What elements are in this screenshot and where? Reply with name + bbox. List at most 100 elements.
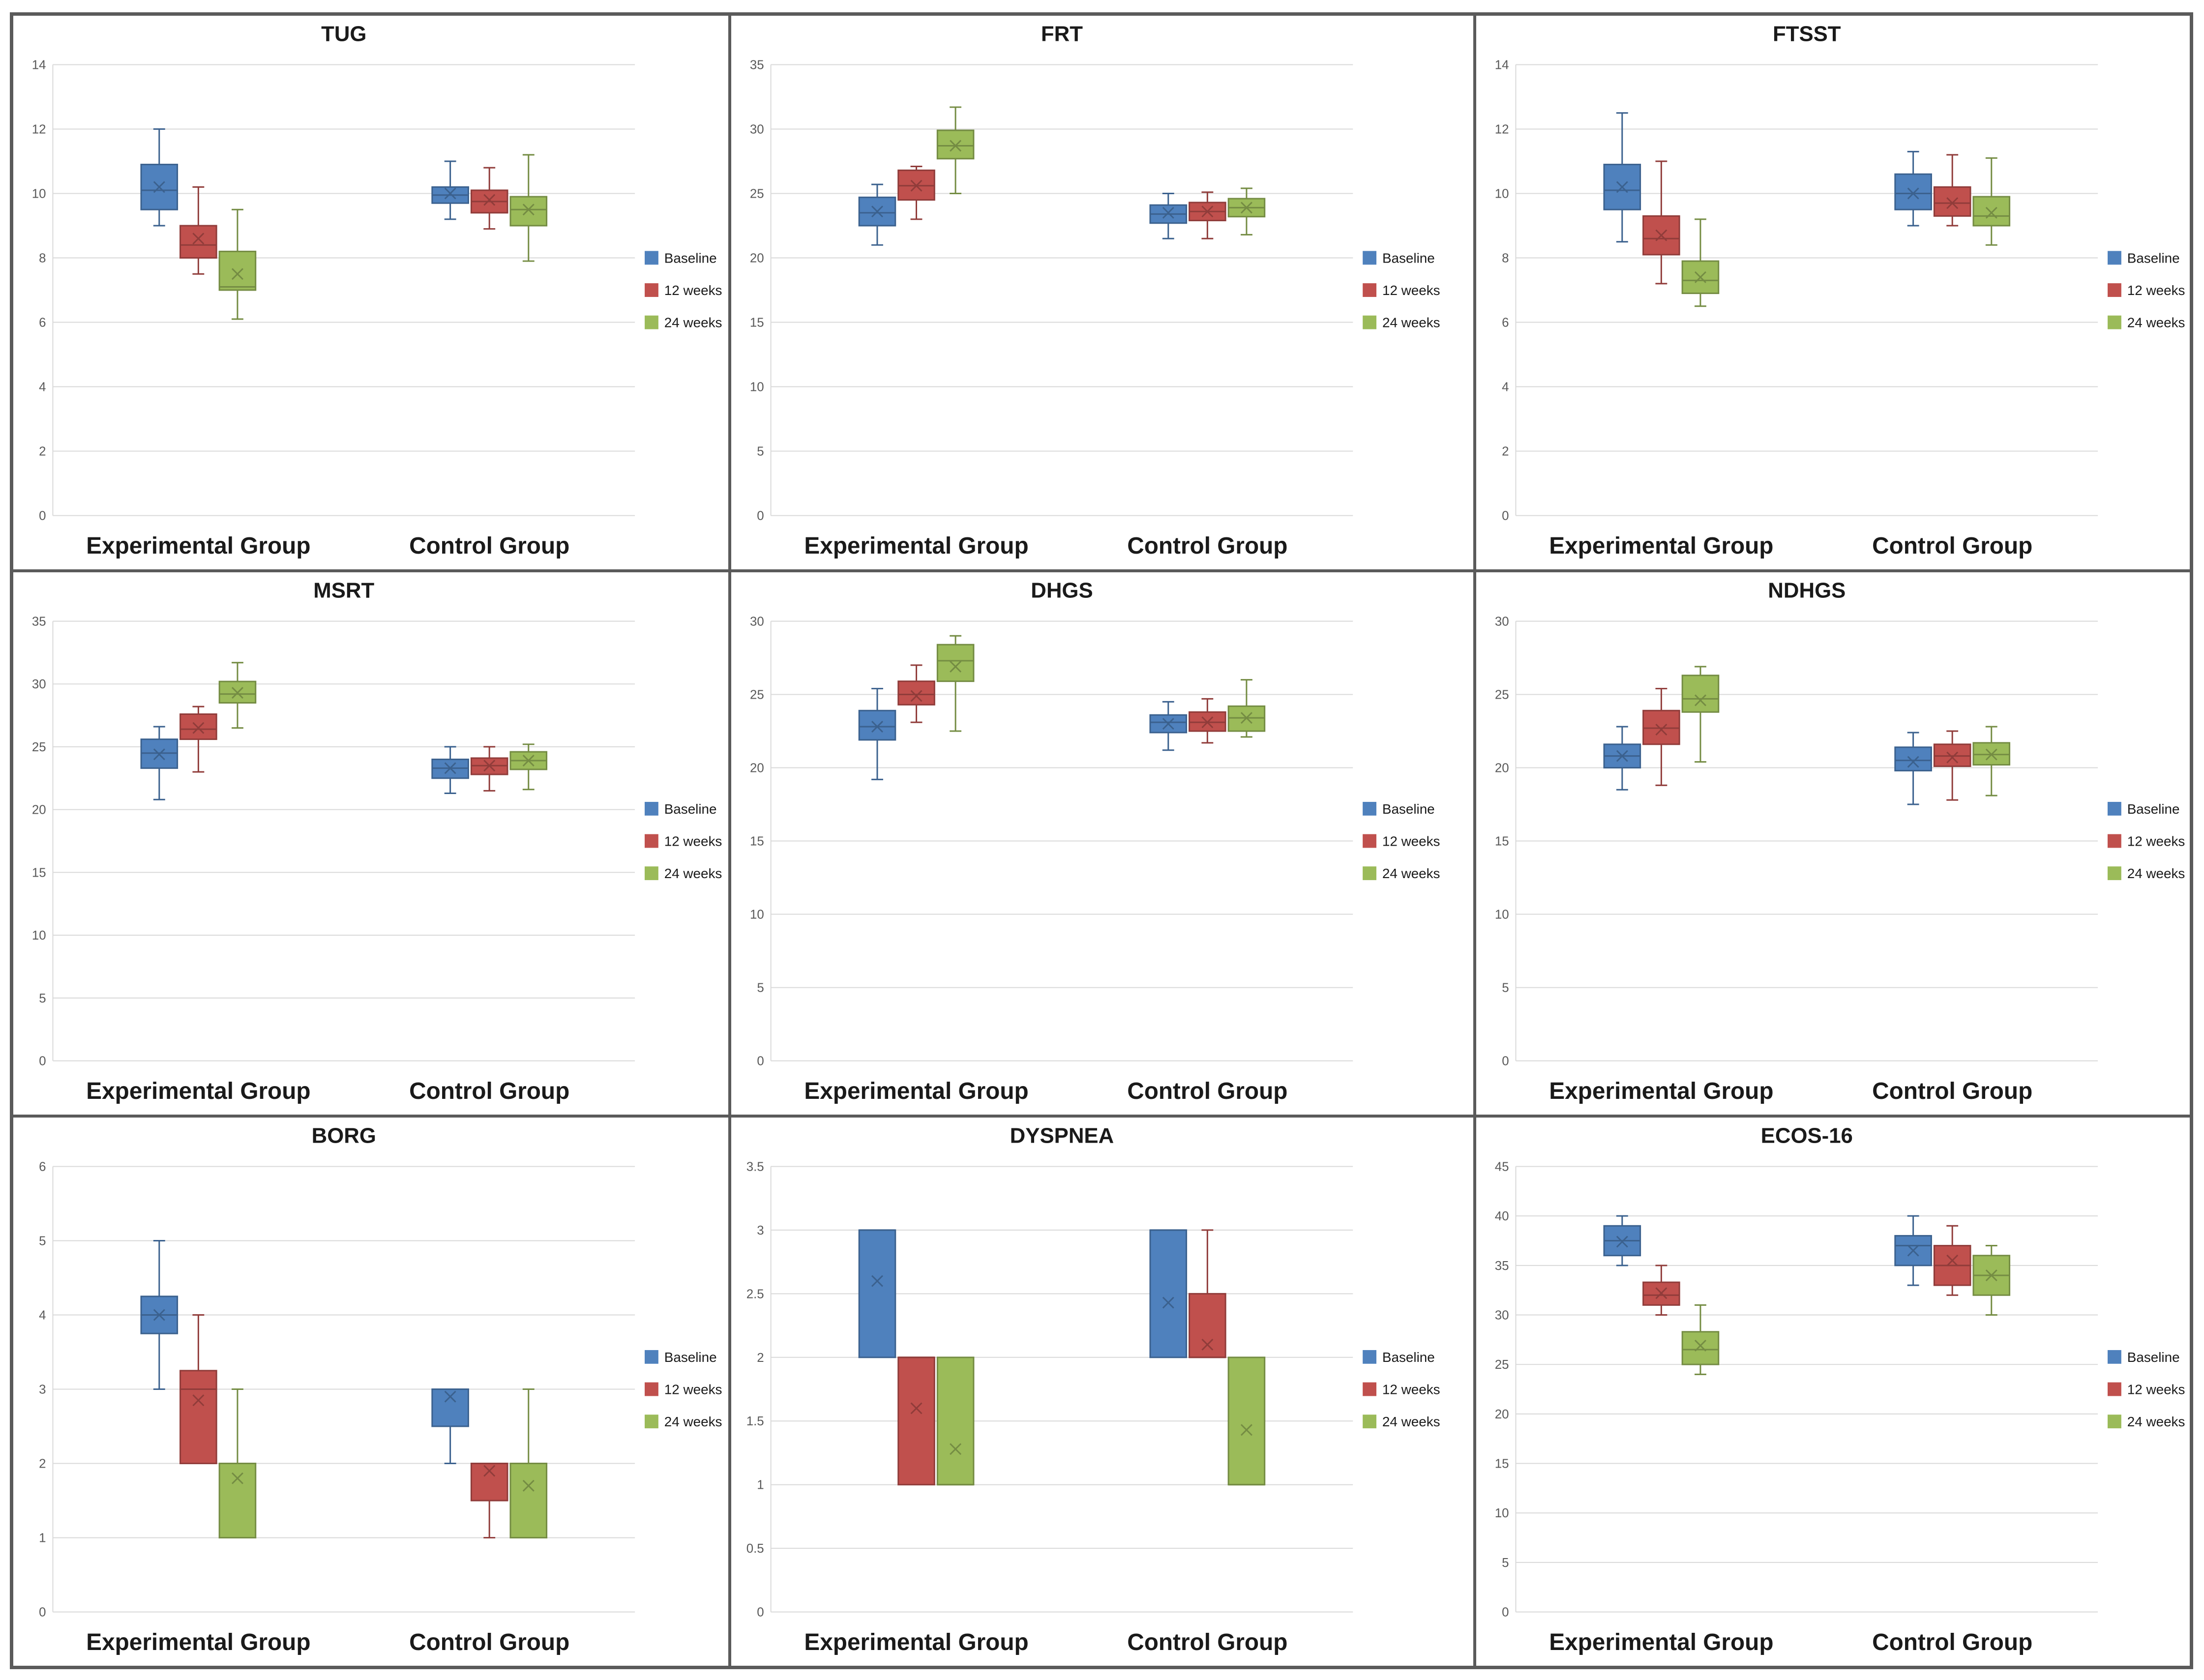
legend-swatch-baseline	[1363, 1350, 1376, 1364]
mean-marker-24-weeks-experimental-group	[1694, 271, 1706, 283]
y-tick-label: 20	[750, 761, 764, 775]
y-tick-label: 12	[1495, 122, 1509, 136]
legend-label-24-weeks: 24 weeks	[1382, 315, 1440, 330]
legend-swatch-24-weeks	[2107, 866, 2121, 881]
box-12-weeks-experimental-group	[179, 1370, 217, 1465]
legend-label-baseline: Baseline	[1382, 1350, 1435, 1365]
category-label-control-group: Control Group	[1872, 1629, 2032, 1655]
legend-label-12-weeks: 12 weeks	[1382, 283, 1440, 298]
mean-marker-24-weeks-control-group	[522, 204, 535, 216]
mean-marker-baseline-experimental-group	[1616, 1236, 1628, 1248]
chart-panel-msrt: MSRT 0 5 10 15 20 25 30 35 Experimental Group Cont…	[12, 571, 730, 1116]
mean-marker-baseline-control-group	[1162, 1297, 1174, 1309]
box-12-weeks-experimental-group	[179, 713, 217, 740]
legend-label-12-weeks: 12 weeks	[1382, 1382, 1440, 1397]
box-12-weeks-control-group	[1189, 1293, 1226, 1358]
box-baseline-experimental-group	[858, 709, 896, 741]
mean-marker-12-weeks-experimental-group	[910, 179, 923, 192]
legend-label-24-weeks: 24 weeks	[1382, 1414, 1440, 1429]
y-tick-label: 25	[32, 740, 46, 754]
y-tick-label: 6	[39, 316, 46, 329]
mean-marker-baseline-control-group	[444, 1390, 456, 1403]
category-label-control-group: Control Group	[409, 1629, 569, 1655]
category-label-experimental-group: Experimental Group	[1549, 533, 1773, 559]
box-12-weeks-experimental-group	[179, 225, 217, 259]
legend-swatch-12-weeks	[645, 283, 658, 297]
category-label-control-group: Control Group	[409, 533, 569, 559]
mean-marker-24-weeks-control-group	[1985, 1269, 1997, 1281]
mean-marker-12-weeks-experimental-group	[192, 233, 205, 245]
legend-label-baseline: Baseline	[664, 801, 717, 817]
legend-label-12-weeks: 12 weeks	[664, 833, 722, 849]
category-label-experimental-group: Experimental Group	[86, 1629, 310, 1655]
y-tick-label: 15	[750, 834, 764, 848]
mean-marker-baseline-control-group	[444, 187, 456, 200]
mean-marker-24-weeks-experimental-group	[950, 1443, 962, 1455]
category-label-control-group: Control Group	[1127, 1078, 1287, 1104]
box-24-weeks-experimental-group	[218, 250, 257, 291]
legend-label-24-weeks: 24 weeks	[664, 315, 722, 330]
chart-panel-frt: FRT 0 5 10 15 20 25 30 35 Experimental Group Contr…	[730, 14, 1475, 571]
chart-title: DYSPNEA	[1010, 1124, 1114, 1148]
chart-title: BORG	[312, 1124, 376, 1148]
y-tick-label: 2	[1502, 445, 1509, 459]
y-tick-label: 2	[39, 1457, 46, 1471]
legend-swatch-24-weeks	[2108, 315, 2121, 329]
mean-marker-12-weeks-control-group	[1946, 751, 1959, 764]
mean-marker-baseline-control-group	[1907, 756, 1919, 768]
mean-marker-baseline-experimental-group	[871, 721, 883, 733]
chart-svg: FRT 0 5 10 15 20 25 30 35 Experimental Group Contr…	[750, 22, 1440, 559]
legend-swatch-baseline	[1363, 251, 1377, 265]
box-baseline-control-group	[1149, 1229, 1188, 1358]
y-tick-label: 0	[1502, 1606, 1509, 1620]
category-label-experimental-group: Experimental Group	[804, 1629, 1028, 1655]
box-24-weeks-control-group	[1227, 1356, 1266, 1486]
y-tick-label: 2	[39, 445, 46, 459]
y-tick-label: 10	[1495, 1506, 1509, 1520]
box-12-weeks-experimental-group	[897, 680, 935, 706]
mean-marker-12-weeks-experimental-group	[1655, 229, 1668, 241]
y-tick-label: 10	[750, 908, 764, 922]
category-label-experimental-group: Experimental Group	[1549, 1629, 1773, 1655]
category-label-experimental-group: Experimental Group	[86, 1078, 310, 1104]
legend-swatch-12-weeks	[644, 834, 658, 848]
chart-svg: BORG 0 1 2 3 4 5 6 Experimental Group Control Gro…	[39, 1124, 722, 1655]
y-tick-label: 0	[39, 509, 46, 523]
y-tick-label: 3	[757, 1224, 764, 1238]
mean-marker-baseline-experimental-group	[871, 1275, 883, 1287]
y-tick-label: 35	[1495, 1259, 1509, 1273]
y-tick-label: 0	[1502, 509, 1509, 523]
mean-marker-24-weeks-control-group	[1240, 1424, 1252, 1436]
chart-panel-borg: BORG 0 1 2 3 4 5 6 Experimental Group Control Gro…	[12, 1116, 730, 1667]
box-baseline-experimental-group	[858, 1229, 896, 1358]
mean-marker-24-weeks-control-group	[522, 1479, 535, 1492]
box-24-weeks-experimental-group	[1681, 1331, 1720, 1365]
box-24-weeks-control-group	[509, 196, 548, 227]
box-12-weeks-control-group	[470, 1463, 508, 1502]
legend-label-12-weeks: 12 weeks	[1382, 833, 1440, 849]
box-12-weeks-control-group	[1933, 186, 1971, 217]
chart-svg: DHGS 0 5 10 15 20 25 30 Experimental Group Contro…	[750, 579, 1440, 1104]
box-24-weeks-experimental-group	[936, 644, 975, 682]
mean-marker-12-weeks-experimental-group	[192, 722, 205, 734]
legend-label-24-weeks: 24 weeks	[2127, 315, 2185, 330]
y-tick-label: 25	[1495, 1358, 1509, 1372]
mean-marker-24-weeks-experimental-group	[1694, 1339, 1706, 1352]
y-tick-label: 20	[750, 251, 764, 265]
y-tick-label: 40	[1495, 1209, 1509, 1223]
y-tick-label: 14	[32, 58, 46, 72]
chart-title: FTSST	[1773, 22, 1841, 46]
legend-label-baseline: Baseline	[664, 1350, 717, 1365]
legend-label-baseline: Baseline	[1382, 801, 1435, 817]
mean-marker-baseline-experimental-group	[153, 748, 165, 761]
legend-swatch-baseline	[2107, 801, 2121, 816]
mean-marker-24-weeks-control-group	[1240, 202, 1252, 214]
category-label-experimental-group: Experimental Group	[86, 533, 310, 559]
chart-title: NDHGS	[1768, 579, 1846, 603]
legend-swatch-24-weeks	[2107, 1415, 2121, 1429]
box-baseline-control-group	[1149, 714, 1188, 734]
mean-marker-12-weeks-control-group	[1946, 1254, 1959, 1267]
y-tick-label: 15	[750, 316, 764, 329]
legend-swatch-baseline	[645, 1350, 658, 1364]
legend-label-24-weeks: 24 weeks	[664, 866, 722, 881]
